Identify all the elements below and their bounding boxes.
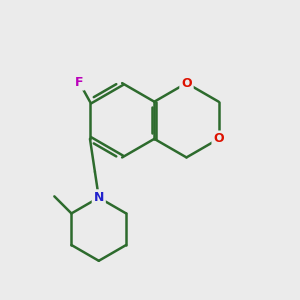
Text: O: O bbox=[181, 76, 192, 90]
Text: O: O bbox=[213, 132, 224, 146]
Text: N: N bbox=[94, 191, 104, 204]
Text: F: F bbox=[75, 76, 83, 89]
